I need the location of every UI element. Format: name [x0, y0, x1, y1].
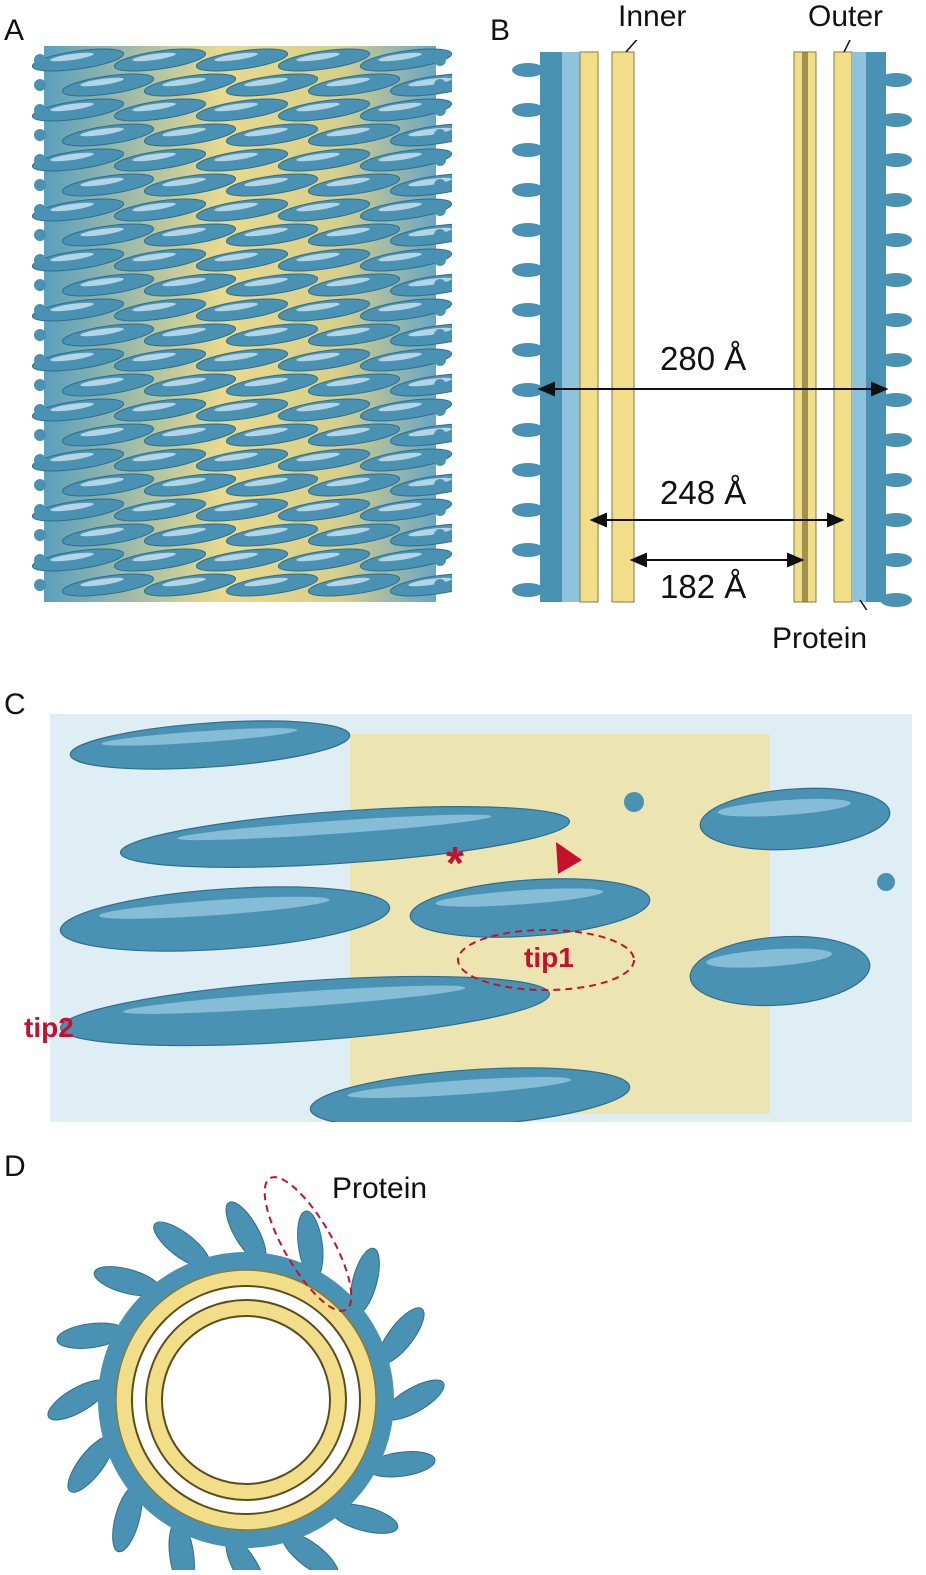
label-tip1: tip1: [524, 942, 574, 973]
panel-a-letter: A: [4, 14, 25, 47]
panel-b-cross-section: [512, 40, 912, 610]
tip1-outline: [457, 929, 635, 991]
arrowhead-marker: [556, 842, 582, 874]
panel-b-letter: B: [490, 14, 511, 47]
panel-d-letter: D: [4, 1150, 26, 1183]
panel-c-zoomed-surface: [50, 714, 912, 1122]
label-inner: Inner: [618, 0, 687, 33]
outer-membrane-left: [579, 51, 599, 603]
label-protein-b: Protein: [772, 622, 868, 655]
inner-membrane-left: [611, 51, 635, 603]
label-tip2: tip2: [24, 1012, 74, 1043]
protein-outline: [263, 1176, 353, 1312]
panel-d-top-view-ring: [47, 1176, 445, 1570]
asterisk-marker: *: [446, 837, 464, 889]
label-protein-d: Protein: [332, 1172, 428, 1205]
panel-c-letter: C: [4, 688, 26, 721]
dimension-182: 182 Å: [660, 568, 747, 605]
dimension-280: 280 Å: [660, 340, 747, 377]
dimension-248: 248 Å: [660, 474, 747, 511]
label-outer: Outer: [808, 0, 884, 33]
panel-a-tube-side-view: [31, 46, 452, 602]
